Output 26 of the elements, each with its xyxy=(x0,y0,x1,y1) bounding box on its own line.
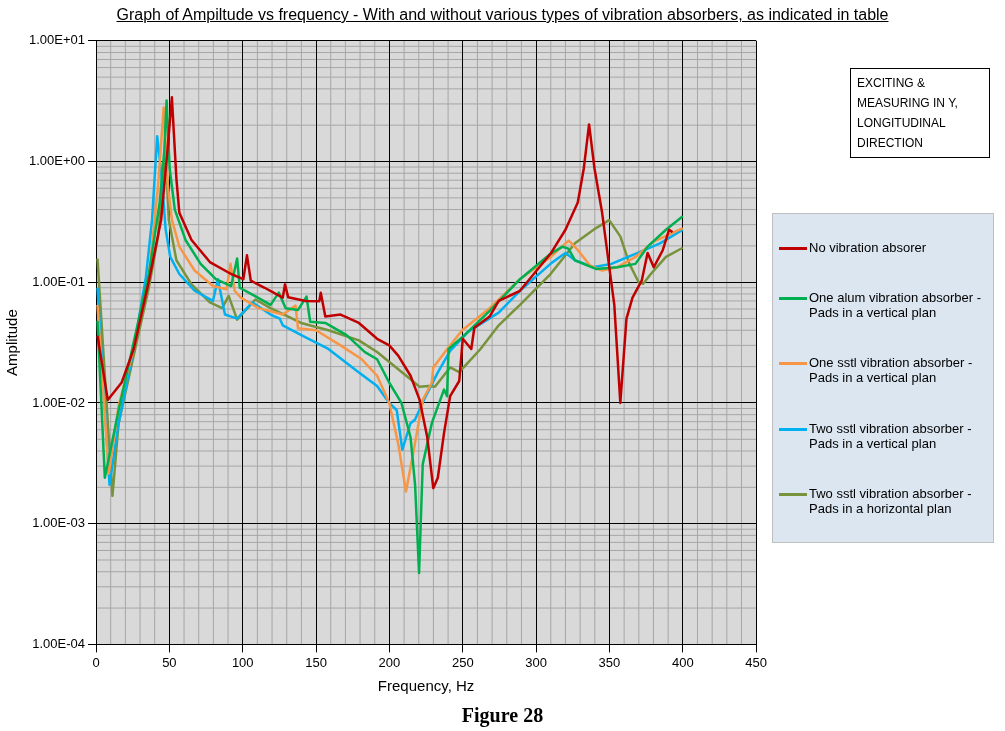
y-axis-title: Amplitude xyxy=(3,309,21,376)
legend-label: Two sstl vibration absorber - Pads in a horizontal plan xyxy=(809,486,973,517)
chart-title: Graph of Ampiltude vs frequency - With and without various types of vibration absorbers, as indicated in table xyxy=(115,6,890,24)
x-axis-title: Frequency, Hz xyxy=(377,677,475,695)
y-tick-label: 1.00E-02 xyxy=(32,394,86,410)
y-tick-label: 1.00E+01 xyxy=(28,32,86,48)
x-tick-label: 400 xyxy=(671,654,694,670)
legend-label: One alum vibration absorber - Pads in a vertical plan xyxy=(809,290,982,321)
legend-label: Two sstl vibration absorber - Pads in a vertical plan xyxy=(809,420,973,451)
y-tick-label: 1.00E-01 xyxy=(32,273,86,289)
text: EXCITING & MEASURING IN Y, LONGITUDINAL DIRECTION xyxy=(850,68,990,158)
x-tick-label: 150 xyxy=(305,654,327,670)
x-tick-label: 0 xyxy=(92,654,100,670)
caption: Figure 28 xyxy=(460,704,545,727)
x-tick-label: 200 xyxy=(378,654,401,670)
x-tick-label: 350 xyxy=(598,654,621,670)
y-tick-label: 1.00E+00 xyxy=(28,153,86,169)
legend-label: No vibration absorer xyxy=(809,239,927,255)
x-tick-label: 250 xyxy=(451,654,474,670)
y-tick-label: 1.00E-04 xyxy=(32,635,86,651)
legend-label: One sstl vibration absorber - Pads in a vertical plan xyxy=(809,355,974,386)
x-tick-label: 100 xyxy=(231,654,254,670)
x-tick-label: 300 xyxy=(525,654,547,670)
x-tick-label: 50 xyxy=(162,654,177,670)
x-tick-label: 450 xyxy=(745,654,768,670)
y-tick-label: 1.00E-03 xyxy=(32,515,86,531)
